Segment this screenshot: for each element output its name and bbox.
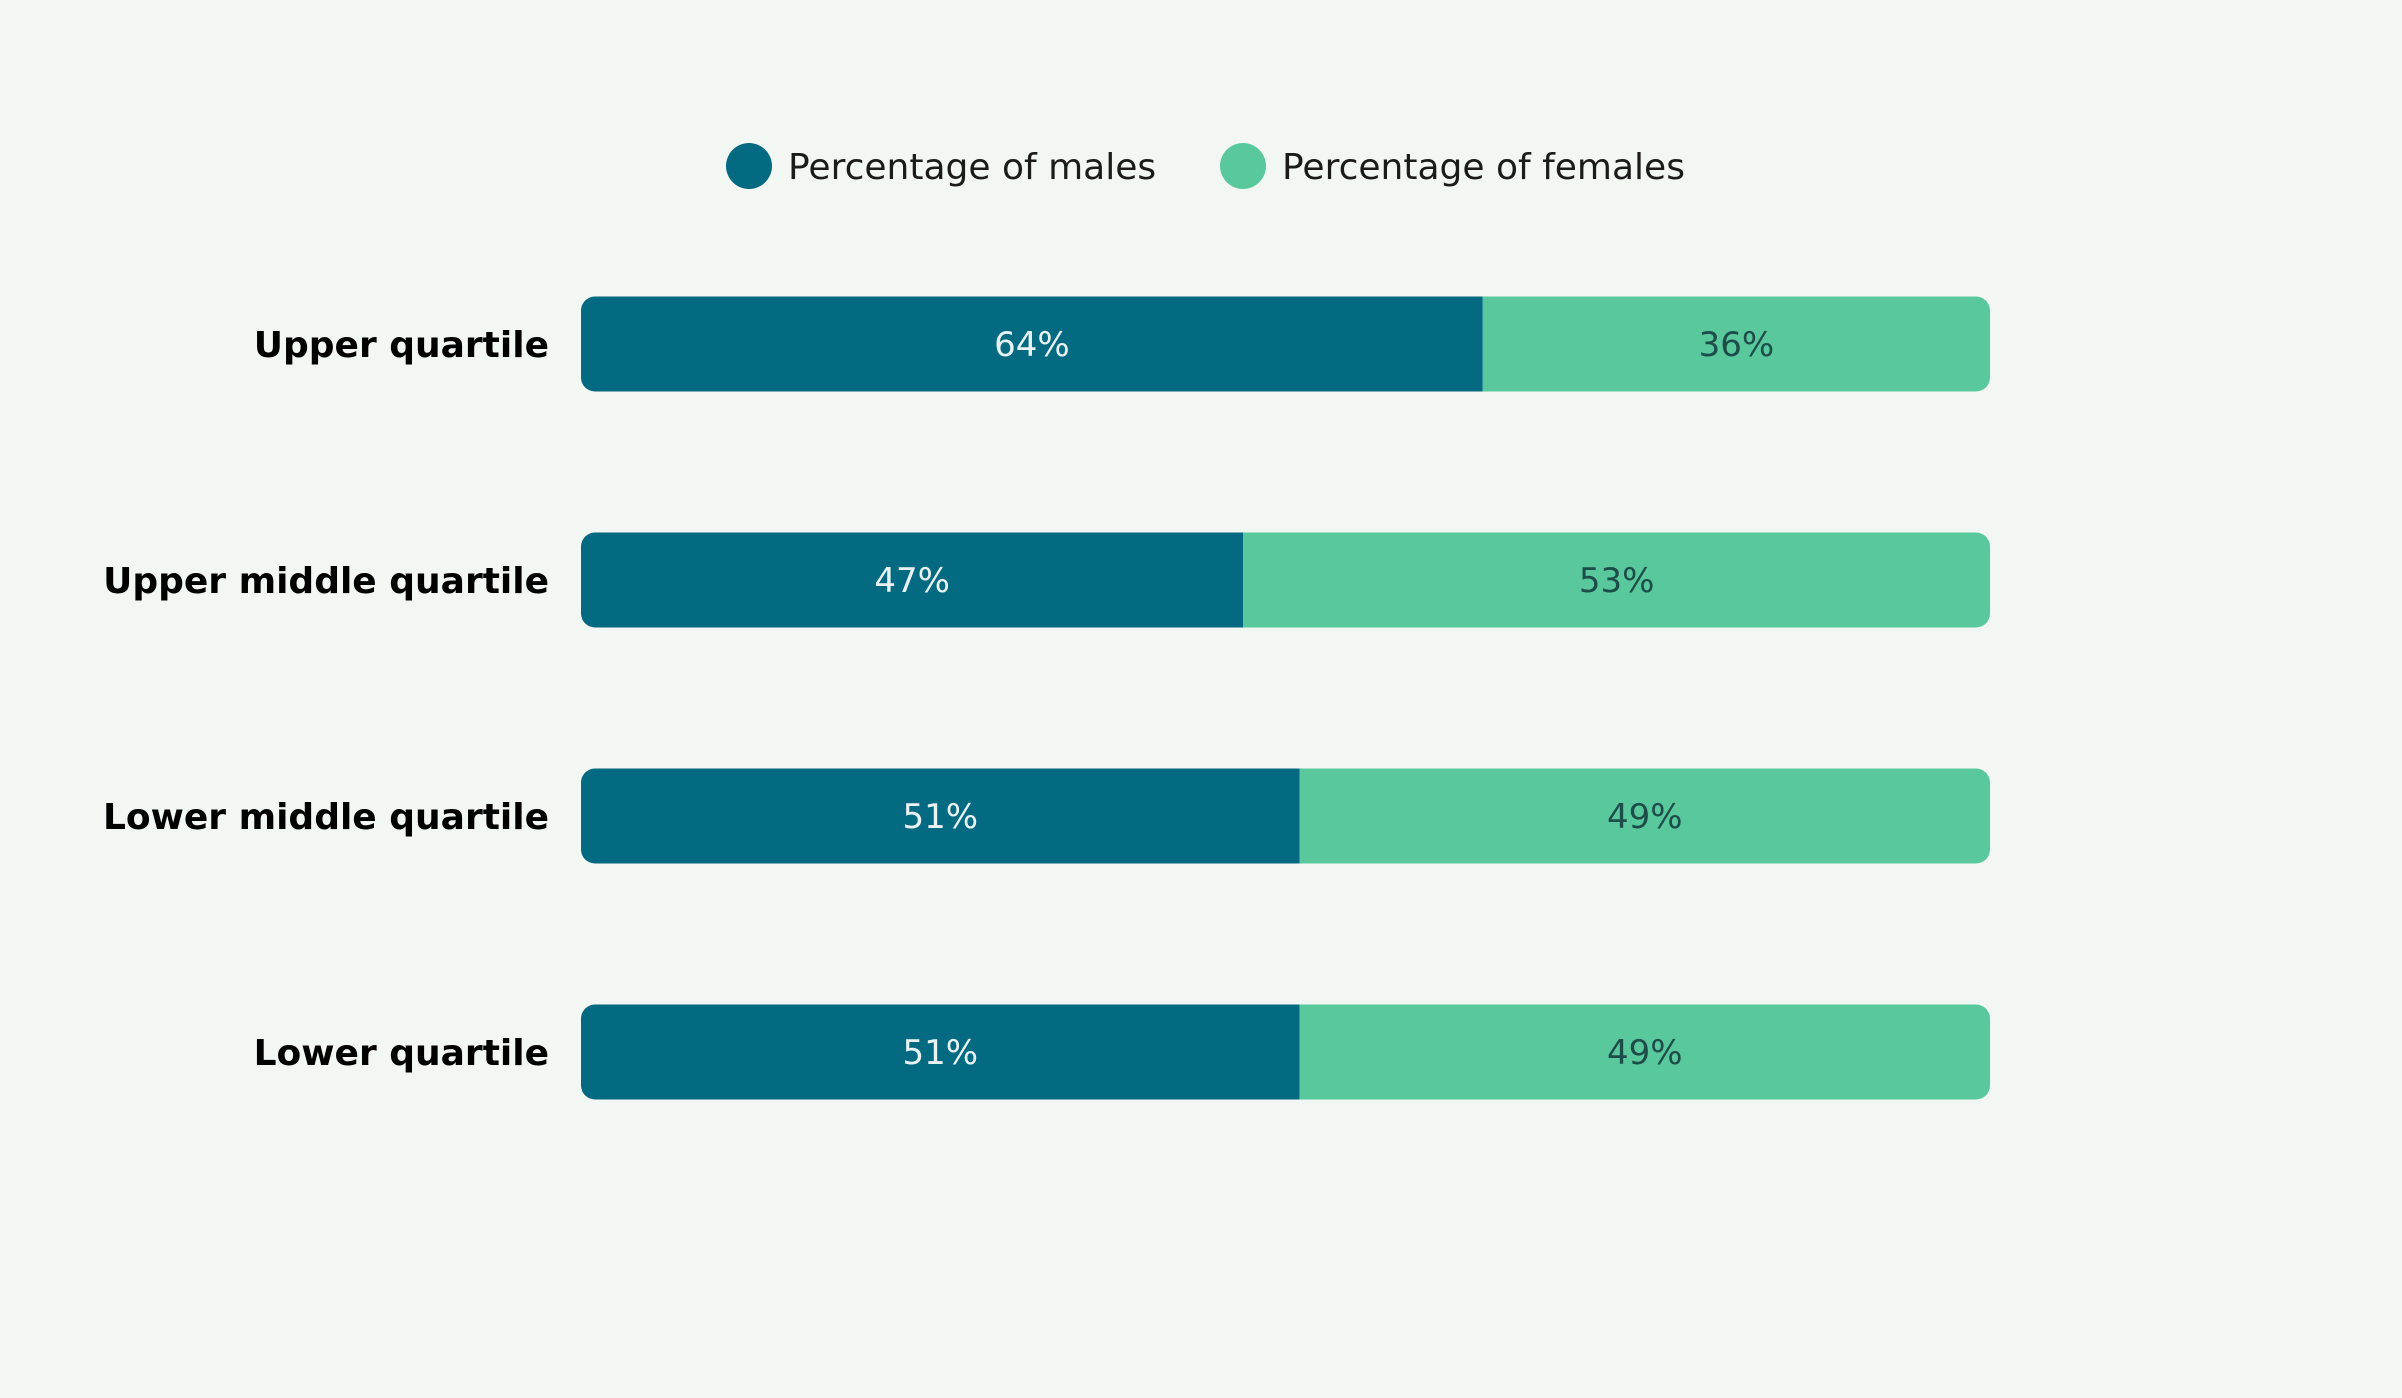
bar-row-lower-quartile (581, 1004, 1990, 1100)
category-label-upper-quartile: Upper quartile (254, 325, 549, 366)
bar-row-upper-middle-quartile (581, 532, 1990, 628)
legend-label-males: Percentage of males (788, 147, 1156, 188)
legend-label-females: Percentage of females (1282, 147, 1685, 188)
value-label-percentage-of-males-lower-middle-quartile: 51% (903, 797, 979, 837)
bar-segment-percentage-of-females-lower-middle-quartile (1299, 768, 1990, 864)
category-label-upper-middle-quartile: Upper middle quartile (103, 561, 549, 602)
bar-row-upper-quartile (581, 296, 1990, 392)
bar-segment-percentage-of-females-lower-quartile (1299, 1004, 1990, 1100)
bar-segment-percentage-of-males-lower-middle-quartile (581, 768, 1300, 864)
legend-swatch-females (1220, 143, 1266, 189)
bar-segment-percentage-of-males-lower-quartile (581, 1004, 1300, 1100)
value-label-percentage-of-males-lower-quartile: 51% (903, 1033, 979, 1073)
value-label-percentage-of-females-lower-quartile: 49% (1607, 1033, 1683, 1073)
value-label-percentage-of-males-upper-middle-quartile: 47% (874, 561, 950, 601)
category-label-lower-middle-quartile: Lower middle quartile (103, 797, 549, 838)
value-label-percentage-of-females-upper-quartile: 36% (1699, 325, 1775, 365)
value-label-percentage-of-males-upper-quartile: 64% (994, 325, 1070, 365)
bar-row-lower-middle-quartile (581, 768, 1990, 864)
category-label-lower-quartile: Lower quartile (254, 1033, 549, 1074)
value-label-percentage-of-females-upper-middle-quartile: 53% (1579, 561, 1655, 601)
bar-segment-percentage-of-females-upper-quartile (1482, 296, 1990, 392)
bar-segment-percentage-of-females-upper-middle-quartile (1243, 532, 1990, 628)
bar-segment-percentage-of-males-upper-middle-quartile (581, 532, 1244, 628)
legend: Percentage of males Percentage of female… (726, 143, 1685, 189)
bar-segment-percentage-of-males-upper-quartile (581, 296, 1483, 392)
category-labels: Upper quartile Upper middle quartile Low… (103, 325, 549, 1074)
bars: 64% 36% 47% 53% 51% 49% 51% 49% (581, 296, 1990, 1100)
legend-swatch-males (726, 143, 772, 189)
value-label-percentage-of-females-lower-middle-quartile: 49% (1607, 797, 1683, 837)
